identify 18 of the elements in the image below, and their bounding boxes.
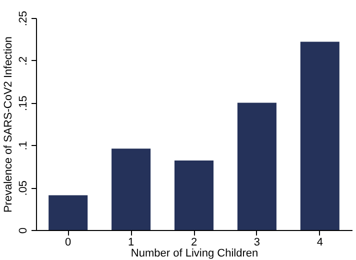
bar [112, 148, 151, 230]
bar [174, 160, 214, 230]
y-tick-label: .05 [18, 180, 30, 196]
y-tick-label: 0 [18, 227, 30, 234]
x-tick-label: 4 [316, 236, 323, 248]
bar [237, 102, 276, 230]
y-tick-label: .25 [18, 10, 30, 26]
x-axis-title: Number of Living Children [130, 248, 258, 260]
x-tick-label: 3 [254, 236, 260, 248]
x-tick-label: 0 [65, 236, 72, 248]
y-tick-label: .2 [18, 56, 30, 66]
bar [48, 195, 88, 230]
x-tick-label: 1 [128, 236, 134, 248]
y-axis-title: Prevalence of SARS-CoV2 Infection [2, 36, 14, 213]
x-tick-label: 2 [190, 236, 198, 248]
y-tick-label: .15 [18, 96, 30, 111]
bar [300, 42, 340, 230]
y-tick-label: .1 [18, 141, 30, 150]
